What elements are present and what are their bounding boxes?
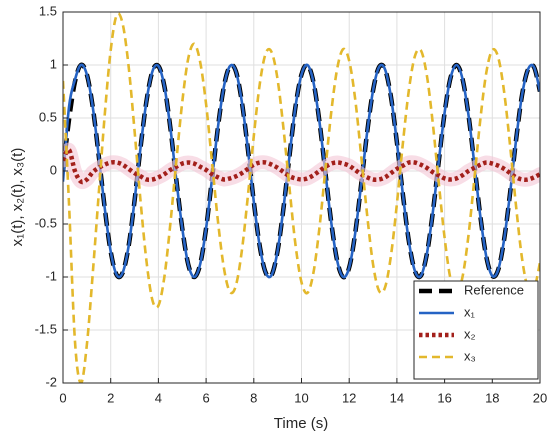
legend-label: x₃ xyxy=(464,348,476,363)
y-tick-label: 1.5 xyxy=(39,3,57,18)
x-tick-label: 20 xyxy=(533,390,547,405)
x-axis-label: Time (s) xyxy=(274,415,328,432)
x-tick-label: 12 xyxy=(342,390,356,405)
y-tick-label: 0 xyxy=(50,162,57,177)
x-tick-label: 8 xyxy=(250,390,257,405)
lines xyxy=(63,12,540,383)
series-line xyxy=(63,63,540,279)
legend-label: Reference xyxy=(464,282,524,297)
x-tick-label: 4 xyxy=(155,390,162,405)
ticks: 0 2 4 6 8 10 12 14 16 18 20 -2 -1.5 -1 -0.5 0 0.5 1 1.5 xyxy=(35,3,548,405)
y-tick-label: 1 xyxy=(50,56,57,71)
legend-label: x₂ xyxy=(464,326,476,341)
legend: Reference x₁ x₂ x₃ xyxy=(413,280,539,380)
y-tick-label: -1.5 xyxy=(35,321,57,336)
x-tick-label: 10 xyxy=(294,390,308,405)
y-tick-label: -2 xyxy=(45,374,57,389)
series-line xyxy=(63,147,540,185)
x-tick-label: 0 xyxy=(59,390,66,405)
x-tick-label: 6 xyxy=(202,390,209,405)
x-tick-label: 2 xyxy=(107,390,114,405)
y-tick-label: -1 xyxy=(45,268,57,283)
y-axis-label: x₁(t), x₂(t), x₃(t) xyxy=(9,148,26,247)
y-tick-label: -0.5 xyxy=(35,215,57,230)
x-tick-label: 18 xyxy=(485,390,499,405)
legend-label: x₁ xyxy=(464,304,476,319)
legend-box xyxy=(413,280,539,380)
y-tick-label: 0.5 xyxy=(39,109,57,124)
x-tick-label: 14 xyxy=(390,390,404,405)
x-tick-label: 16 xyxy=(437,390,451,405)
